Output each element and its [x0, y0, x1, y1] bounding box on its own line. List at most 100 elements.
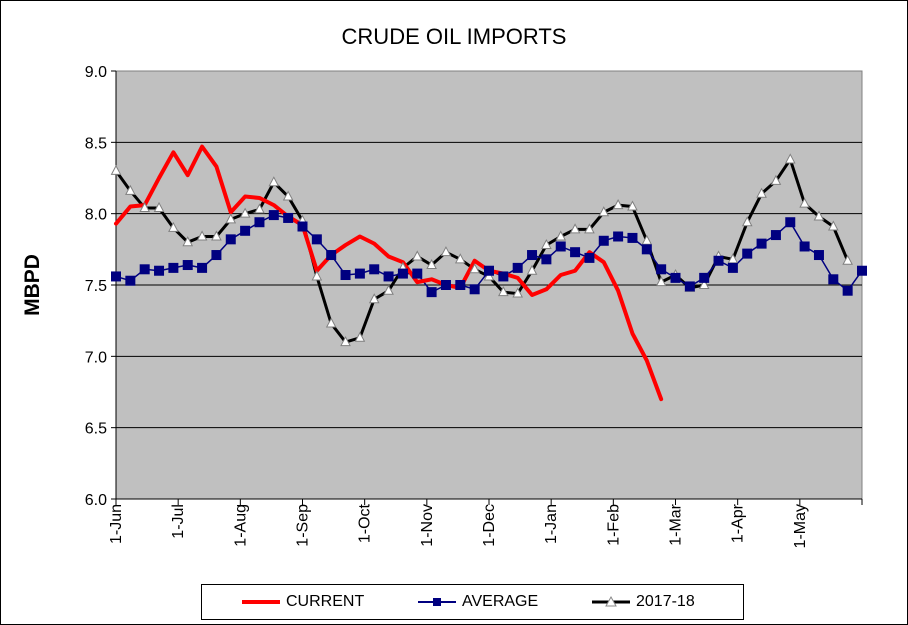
series-2017-18-point	[411, 250, 423, 261]
series-average-point	[742, 248, 753, 259]
series-average-point	[842, 285, 853, 296]
series-average-point	[756, 238, 767, 249]
x-tick-label: 1-May	[792, 504, 809, 548]
series-2017-18-point	[196, 230, 208, 241]
series-average-point	[225, 234, 236, 245]
series-2017-18-point	[225, 213, 237, 224]
series-2017-18-point	[799, 197, 810, 208]
series-average-point	[297, 221, 308, 232]
x-tick-label: 1-Sep	[295, 504, 312, 547]
series-2017-18-point	[125, 184, 136, 195]
series-2017-18-point	[784, 153, 796, 164]
x-tick-label: 1-Mar	[668, 503, 685, 545]
series-average-point	[498, 271, 509, 282]
y-tick-label: 8.5	[85, 135, 107, 152]
series-average-point	[426, 287, 437, 298]
series-average-point	[713, 255, 724, 266]
y-tick-label: 8.0	[85, 207, 107, 224]
series-2017-18-point	[168, 221, 179, 232]
series-average-point	[111, 271, 121, 282]
series-average-point	[512, 262, 523, 273]
series-average-point	[727, 262, 738, 273]
series-average-point	[541, 254, 552, 265]
series-2017-18-point	[426, 258, 437, 270]
series-2017-18-point	[627, 200, 638, 211]
series-average-point	[455, 280, 466, 290]
series-2017-18-point	[153, 201, 165, 212]
series-average-point	[598, 235, 609, 246]
x-tick-label: 1-Dec	[481, 504, 498, 547]
series-average-point	[326, 250, 337, 261]
series-2017-18-point	[211, 230, 222, 241]
legend-2017-18-swatch	[592, 595, 630, 607]
x-tick-label: 1-Aug	[232, 504, 249, 547]
x-tick-label: 1-Jul	[170, 504, 187, 539]
series-2017-18-point	[368, 293, 380, 304]
series-average-point	[240, 225, 251, 236]
series-2017-18-point	[813, 210, 825, 221]
series-2017-18-point	[584, 223, 595, 234]
x-tick-label: 1-Oct	[357, 503, 374, 543]
series-2017-18-point	[440, 246, 452, 257]
series-average-point	[813, 250, 824, 261]
series-2017-18-point	[311, 270, 323, 281]
series-average-point	[857, 265, 867, 276]
legend-average-swatch	[418, 598, 456, 606]
series-2017-18-point	[469, 263, 480, 274]
series-2017-18-point	[254, 203, 265, 214]
series-average-point	[770, 230, 781, 241]
legend-2017-18-label: 2017-18	[636, 593, 695, 610]
series-2017-18-point	[827, 220, 839, 231]
series-average-point	[641, 244, 652, 255]
series-average-point	[182, 260, 193, 271]
series-average-point	[125, 275, 136, 286]
series-average-point	[627, 232, 638, 243]
series-2017-18-point	[512, 287, 524, 298]
series-average-point	[527, 250, 538, 261]
series-average-point	[570, 247, 581, 258]
series-2017-18-point	[239, 207, 251, 218]
series-2017-18-point	[569, 223, 581, 234]
series-average-point	[139, 264, 150, 275]
series-average-point	[369, 264, 380, 275]
series-average-point	[670, 272, 681, 283]
series-average-point	[828, 274, 839, 285]
series-2017-18-line	[114, 157, 850, 344]
series-2017-18-point	[770, 174, 782, 185]
series-average-point	[283, 212, 294, 223]
series-2017-18-point	[741, 216, 753, 227]
series-average-point	[254, 217, 265, 228]
series-2017-18-point	[612, 199, 624, 210]
series-2017-18-point	[727, 253, 739, 264]
x-tick-label: 1-Nov	[419, 504, 436, 547]
legend-item-2017-18: 2017-18	[588, 585, 695, 619]
series-average-point	[354, 268, 365, 279]
series-average-point	[383, 271, 394, 282]
series-2017-18-point	[268, 176, 280, 187]
legend-item-average: AVERAGE	[414, 585, 538, 619]
series-average-point	[311, 234, 322, 245]
series-2017-18-point	[526, 264, 538, 275]
series-average-point	[168, 262, 179, 273]
series-2017-18-point	[555, 230, 567, 241]
legend-average-label: AVERAGE	[462, 593, 539, 610]
series-average-point	[412, 268, 423, 279]
series-average-point	[211, 250, 222, 261]
legend: CURRENT AVERAGE 2017-18	[201, 584, 744, 620]
series-2017-18-point	[541, 238, 552, 250]
x-tick-label: 1-Apr	[730, 503, 747, 543]
series-2017-18-point	[354, 331, 366, 342]
series-average-point	[340, 270, 351, 281]
series-2017-18-point	[325, 317, 337, 328]
series-2017-18-point	[641, 234, 653, 245]
series-average-point	[785, 217, 796, 228]
series-2017-18-point	[383, 284, 394, 295]
series-2017-18-point	[756, 187, 767, 198]
legend-current-label: CURRENT	[286, 593, 365, 610]
chart-title: CRUDE OIL IMPORTS	[341, 24, 567, 49]
series-average-point	[397, 268, 408, 279]
series-2017-18-point	[698, 278, 710, 289]
y-tick-label: 6.0	[85, 492, 107, 509]
series-average-point	[197, 262, 208, 273]
series-current-line	[114, 144, 664, 402]
